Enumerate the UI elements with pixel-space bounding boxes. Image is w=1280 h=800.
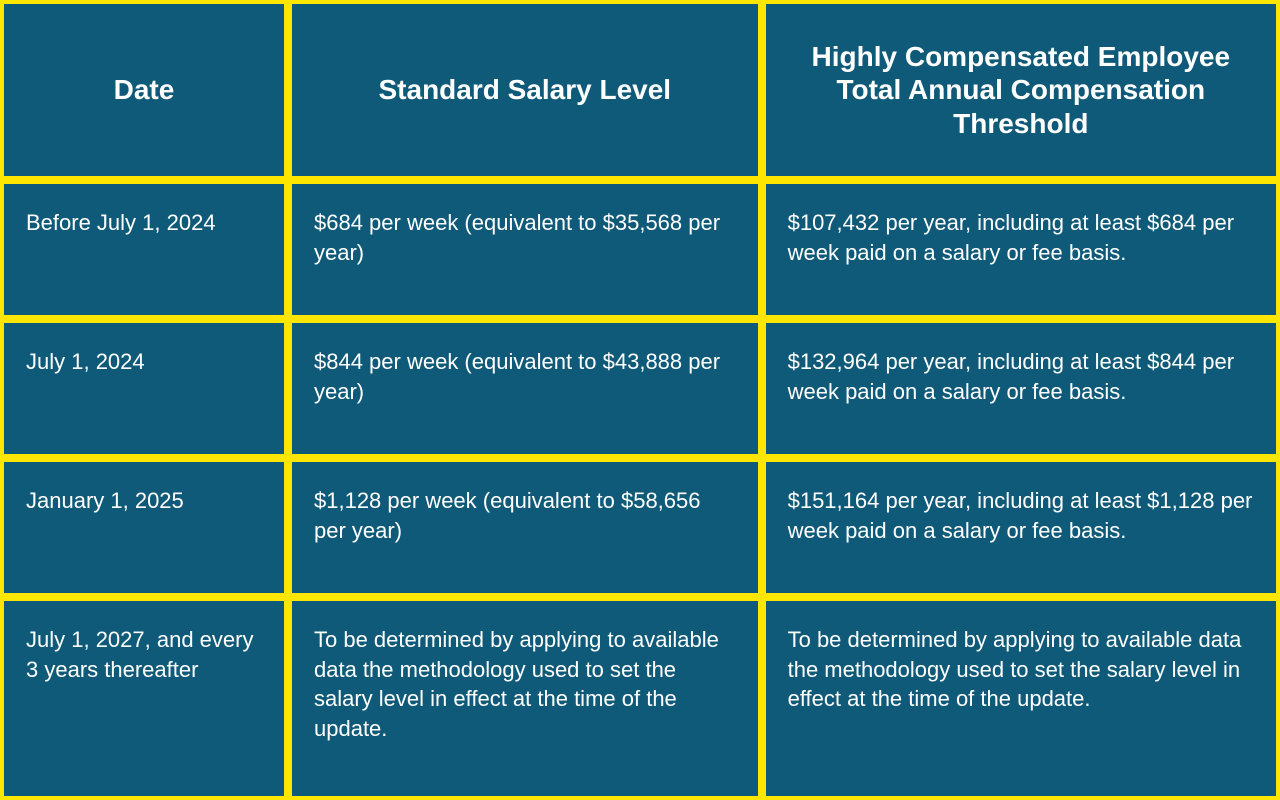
table-row: Before July 1, 2024 $684 per week (equiv…: [0, 180, 1280, 319]
cell-date: January 1, 2025: [0, 458, 288, 597]
cell-hce: To be determined by applying to avail­ab…: [762, 597, 1280, 800]
cell-hce: $132,964 per year, including at least $8…: [762, 319, 1280, 458]
cell-salary: $1,128 per week (equivalent to $58,656 p…: [288, 458, 762, 597]
cell-salary: $844 per week (equivalent to $43,888 per…: [288, 319, 762, 458]
cell-hce: $107,432 per year, including at least $6…: [762, 180, 1280, 319]
cell-salary: $684 per week (equivalent to $35,568 per…: [288, 180, 762, 319]
column-header-date: Date: [0, 0, 288, 180]
cell-salary: To be determined by applying to avail­ab…: [288, 597, 762, 800]
salary-threshold-table: Date Standard Salary Level Highly Compen…: [0, 0, 1280, 800]
column-header-hce: Highly Compensated Employee Total Annual…: [762, 0, 1280, 180]
salary-threshold-table-container: Date Standard Salary Level Highly Compen…: [0, 0, 1280, 800]
cell-date: Before July 1, 2024: [0, 180, 288, 319]
cell-date: July 1, 2024: [0, 319, 288, 458]
cell-date: July 1, 2027, and every 3 years thereaft…: [0, 597, 288, 800]
table-header-row: Date Standard Salary Level Highly Compen…: [0, 0, 1280, 180]
table-row: July 1, 2024 $844 per week (equivalent t…: [0, 319, 1280, 458]
table-row: July 1, 2027, and every 3 years thereaft…: [0, 597, 1280, 800]
cell-hce: $151,164 per year, including at least $1…: [762, 458, 1280, 597]
column-header-salary: Standard Salary Level: [288, 0, 762, 180]
table-row: January 1, 2025 $1,128 per week (equival…: [0, 458, 1280, 597]
